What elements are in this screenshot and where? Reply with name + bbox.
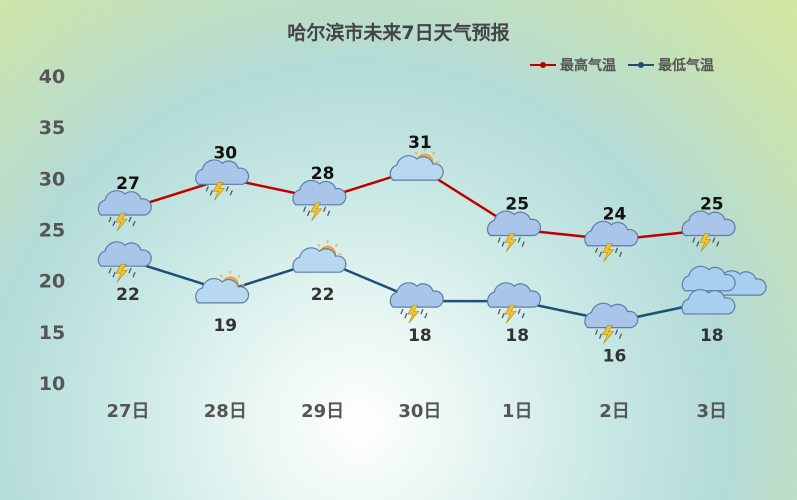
legend-high: 最高气温 — [530, 55, 616, 75]
legend-low-label: 最低气温 — [658, 58, 714, 74]
partly-sunny-icon — [195, 270, 250, 304]
x-tick-label: 28日 — [204, 401, 247, 422]
thunderstorm-icon — [681, 210, 736, 252]
data-label: 31 — [408, 133, 432, 153]
y-tick-label: 20 — [39, 271, 65, 293]
data-label: 16 — [603, 347, 627, 367]
y-tick-label: 15 — [39, 322, 65, 344]
legend-high-label: 最高气温 — [560, 58, 616, 74]
y-tick-label: 30 — [39, 168, 65, 190]
x-tick-label: 2日 — [599, 401, 630, 422]
thunderstorm-icon — [389, 282, 444, 324]
x-tick-label: 29日 — [301, 401, 344, 422]
thunderstorm-icon — [97, 241, 152, 283]
thunderstorm-icon — [584, 220, 639, 262]
data-label: 28 — [311, 164, 335, 184]
partly-sunny-icon — [389, 148, 444, 181]
y-tick-label: 25 — [39, 220, 65, 242]
data-label: 25 — [505, 195, 529, 215]
data-label: 18 — [505, 326, 529, 346]
y-tick-label: 40 — [39, 66, 65, 88]
y-tick-label: 35 — [39, 117, 65, 139]
x-tick-label: 27日 — [106, 401, 149, 422]
chart-title: 哈尔滨市未来7日天气预报 — [287, 22, 510, 44]
thunderstorm-icon — [292, 179, 347, 221]
cloudy-icon — [681, 265, 767, 315]
thunderstorm-icon — [584, 302, 639, 344]
data-label: 19 — [213, 316, 237, 336]
data-label: 18 — [700, 326, 724, 346]
thunderstorm-icon — [487, 210, 542, 252]
partly-sunny-icon — [292, 240, 347, 273]
y-tick-label: 10 — [39, 373, 65, 395]
thunderstorm-icon — [97, 190, 152, 232]
x-tick-label: 3日 — [697, 401, 728, 422]
x-tick-label: 30日 — [398, 401, 441, 422]
legend-high-swatch — [530, 62, 556, 68]
legend-low: 最低气温 — [628, 55, 714, 75]
thunderstorm-icon — [195, 159, 250, 201]
data-label: 25 — [700, 195, 724, 215]
x-tick-label: 1日 — [502, 401, 533, 422]
legend-low-swatch — [628, 62, 654, 68]
thunderstorm-icon — [487, 282, 542, 324]
data-label: 18 — [408, 326, 432, 346]
data-label: 24 — [603, 205, 627, 225]
data-label: 22 — [311, 285, 335, 305]
data-label: 22 — [116, 285, 140, 305]
data-label: 27 — [116, 174, 140, 194]
data-label: 30 — [213, 143, 237, 163]
